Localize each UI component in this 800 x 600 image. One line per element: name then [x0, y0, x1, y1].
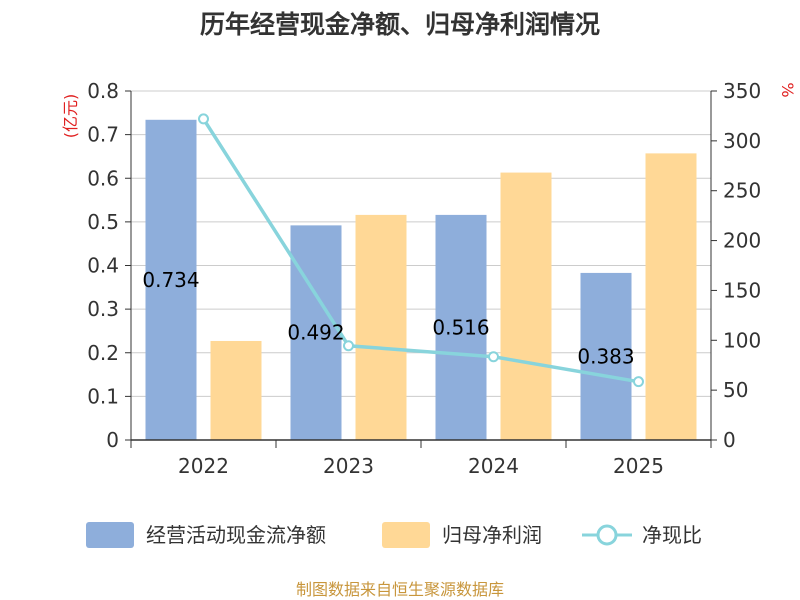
legend-label-ratio: 净现比 — [642, 523, 702, 547]
legend-label-profit: 归母净利润 — [442, 523, 542, 547]
ratio-point — [343, 340, 354, 352]
ratio-line-path — [202, 117, 639, 384]
left-tick-label: 0.4 — [87, 254, 119, 278]
bar-data-label: 0.383 — [577, 344, 634, 368]
left-tick-label: 0.8 — [87, 79, 119, 103]
right-tick-label: 250 — [723, 179, 761, 203]
bars — [145, 119, 697, 441]
bar-data-label: 0.492 — [287, 321, 344, 345]
legend-swatch-profit — [382, 522, 430, 548]
right-tick-label: 50 — [723, 378, 748, 402]
ratio-point — [633, 376, 644, 388]
x-tick-label: 2023 — [323, 454, 374, 478]
bar-profit — [500, 172, 552, 441]
legend: 经营活动现金流净额 归母净利润 净现比 — [86, 522, 702, 548]
x-tick-label: 2022 — [178, 454, 229, 478]
bar-cashflow — [290, 225, 342, 440]
bar-cashflow — [435, 214, 487, 440]
right-tick-label: 200 — [723, 229, 761, 253]
left-axis-label: (亿元) — [61, 94, 80, 139]
bar-data-label: 0.734 — [142, 268, 199, 292]
axes: 0 0.1 0.2 0.3 0.4 0.5 0.6 0.7 0.8 0 50 100 150 200 250… — [87, 79, 761, 478]
left-tick-label: 0.1 — [87, 384, 119, 408]
ratio-point — [198, 113, 209, 125]
right-tick-label: 150 — [723, 278, 761, 302]
chart-title: 历年经营现金净额、归母净利润情况 — [200, 10, 600, 39]
right-tick-label: 350 — [723, 79, 761, 103]
bar-data-label: 0.516 — [432, 315, 489, 339]
bar-profit — [645, 153, 697, 441]
right-tick-label: 100 — [723, 328, 761, 352]
left-tick-label: 0.5 — [87, 210, 119, 234]
legend-label-cashflow: 经营活动现金流净额 — [146, 523, 326, 547]
ratio-line — [198, 113, 644, 388]
legend-swatch-cashflow — [86, 522, 134, 548]
right-axis-label: % — [778, 82, 797, 97]
left-tick-label: 0 — [106, 428, 119, 452]
bar-cashflow — [580, 272, 632, 440]
bar-cashflow — [145, 119, 197, 440]
right-tick-label: 300 — [723, 129, 761, 153]
source-footer: 制图数据来自恒生聚源数据库 — [296, 580, 504, 599]
bar-profit — [355, 214, 407, 440]
bar-profit — [210, 340, 262, 440]
right-tick-label: 0 — [723, 428, 736, 452]
data-labels: 0.734 0.492 0.516 0.383 — [142, 268, 634, 369]
left-tick-label: 0.6 — [87, 166, 119, 190]
ratio-point — [488, 351, 499, 363]
x-tick-label: 2025 — [613, 454, 664, 478]
left-tick-label: 0.2 — [87, 341, 119, 365]
legend-marker-ratio — [596, 524, 618, 546]
x-tick-label: 2024 — [468, 454, 519, 478]
left-tick-label: 0.3 — [87, 297, 119, 321]
left-tick-label: 0.7 — [87, 123, 119, 147]
